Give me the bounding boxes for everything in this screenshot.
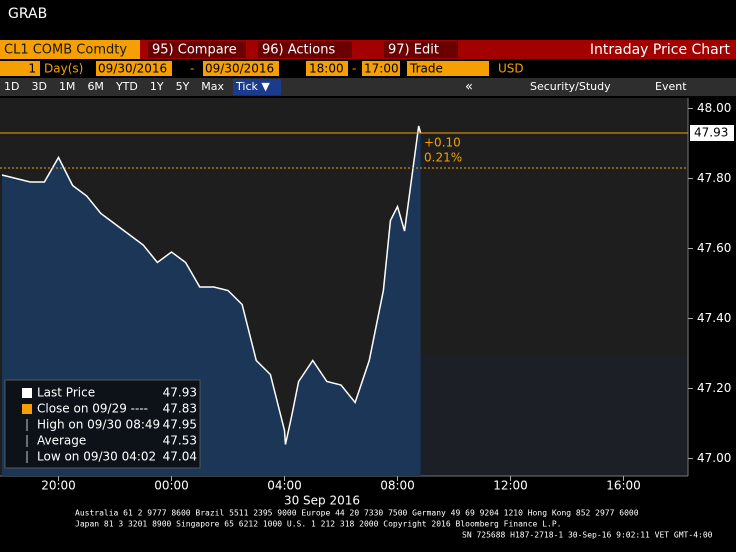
currency: USD	[498, 62, 524, 76]
range-button[interactable]: 1M	[59, 80, 76, 93]
legend-swatch	[22, 388, 32, 398]
legend-label: Low on 09/30 04:02	[37, 450, 156, 464]
footer-line: SN 725688 H187-2718-1 30-Sep-16 9:02:11 …	[462, 531, 713, 540]
legend-label: Close on 09/29 ----	[37, 402, 148, 416]
y-tick-label: 47.00	[697, 451, 731, 465]
panel-title: Intraday Price Chart	[590, 42, 731, 58]
plot: 47.00 47.20 47.40 47.60 47.80 48.00 20:00 00:00…	[0, 101, 734, 493]
field[interactable]	[362, 61, 400, 76]
window-title: GRAB	[8, 6, 47, 22]
start-time: 18:00	[309, 62, 344, 76]
ticker: CL1 COMB Comdty	[4, 43, 127, 58]
plot-shade	[416, 355, 688, 476]
range-button[interactable]: 6M	[87, 80, 104, 93]
footer-line: Japan 81 3 3201 8900 Singapore 65 6212 1…	[75, 520, 561, 529]
legend-value: 47.53	[163, 434, 197, 448]
period-unit: Day(s)	[44, 62, 83, 76]
ticker-box[interactable]	[0, 40, 140, 59]
price-line	[1, 125, 422, 445]
y-tick-label: 47.40	[697, 311, 731, 325]
range-button[interactable]: 5Y	[176, 80, 190, 93]
x-tick-label: 08:00	[380, 479, 415, 493]
range-button[interactable]: Max	[201, 80, 224, 93]
dropdown[interactable]	[407, 61, 489, 76]
last-price-label: 47.93	[694, 126, 728, 140]
annotation: +0.10	[424, 136, 461, 150]
button[interactable]	[384, 41, 458, 58]
x-axis-label: 30 Sep 2016	[284, 494, 360, 508]
nav-button[interactable]: «	[465, 80, 473, 95]
button-label: 97) Edit	[388, 43, 439, 58]
button[interactable]	[258, 41, 352, 58]
field[interactable]	[306, 61, 348, 76]
event-button[interactable]: Event	[655, 80, 687, 93]
range-button[interactable]: 1Y	[150, 80, 164, 93]
x-tick-label: 16:00	[606, 479, 641, 493]
end-time: 17:00	[364, 62, 399, 76]
y-tick-label: 47.20	[697, 381, 731, 395]
last-price-tag	[690, 125, 734, 141]
field[interactable]	[0, 61, 40, 76]
start-date: 09/30/2016	[98, 62, 167, 76]
x-tick-label: 00:00	[154, 479, 189, 493]
dash: -	[352, 62, 356, 76]
y-tick-label: 48.00	[697, 101, 731, 115]
footer-line: Australia 61 2 9777 8600 Brazil 5511 239…	[75, 509, 639, 518]
x-tick-label: 04:00	[267, 479, 302, 493]
legend-label: High on 09/30 08:49	[37, 418, 160, 432]
range-buttons: 1D 3D 1M 6M YTD 1Y 5Y Max Tick ▼	[4, 79, 282, 95]
legend-value: 47.93	[163, 386, 197, 400]
legend-value: 47.83	[163, 402, 197, 416]
end-date: 09/30/2016	[205, 62, 274, 76]
period: 1	[28, 62, 36, 76]
range-button[interactable]: Tick ▼	[235, 80, 270, 93]
button-label: 96) Actions	[262, 43, 335, 58]
range-button[interactable]: 1D	[4, 80, 19, 93]
x-tick-label: 20:00	[41, 479, 76, 493]
study-button[interactable]: Security/Study	[530, 80, 611, 93]
legend-box	[4, 379, 201, 469]
range-bar	[0, 78, 736, 96]
range-button[interactable]: YTD	[115, 80, 138, 93]
field[interactable]	[203, 61, 279, 76]
range-button[interactable]: 3D	[31, 80, 46, 93]
y-tick-label: 47.60	[697, 241, 731, 255]
legend-label: Average	[37, 434, 86, 448]
legend-value: 47.04	[163, 450, 197, 464]
range-button-bg[interactable]	[233, 79, 282, 95]
x-tick-label: 12:00	[493, 479, 528, 493]
button-label: 95) Compare	[152, 43, 237, 58]
y-tick-label: 47.80	[697, 171, 731, 185]
legend-value: 47.95	[163, 418, 197, 432]
legend-swatch	[22, 404, 32, 414]
field-name: Trade	[409, 62, 443, 76]
button[interactable]	[148, 41, 246, 58]
field[interactable]	[96, 61, 172, 76]
dash: -	[190, 62, 194, 76]
annotation: 0.21%	[424, 151, 462, 165]
legend-label: Last Price	[37, 386, 95, 400]
